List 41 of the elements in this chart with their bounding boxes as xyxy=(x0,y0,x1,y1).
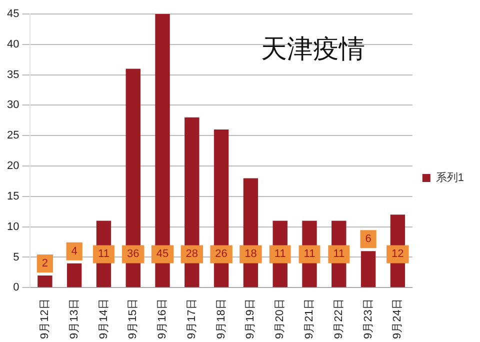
bar xyxy=(38,275,52,288)
y-tick-label: 0 xyxy=(13,282,20,294)
x-tick-label: 9月15日 xyxy=(127,298,140,340)
x-tick-label: 9月13日 xyxy=(68,298,80,340)
x-tick-label: 9月12日 xyxy=(38,298,51,340)
data-label: 36 xyxy=(126,248,140,260)
data-label: 26 xyxy=(215,248,228,260)
x-tick-label: 9月14日 xyxy=(98,298,110,340)
data-label: 2 xyxy=(42,258,48,270)
data-label: 11 xyxy=(274,248,286,260)
x-tick-label: 9月21日 xyxy=(304,298,316,340)
data-label: 6 xyxy=(365,233,372,246)
y-tick-label: 20 xyxy=(6,160,20,172)
data-label: 12 xyxy=(392,248,404,260)
y-tick-label: 25 xyxy=(6,130,20,142)
data-label: 18 xyxy=(244,248,257,260)
y-tick-label: 40 xyxy=(6,38,20,50)
y-tick-label: 30 xyxy=(6,99,20,112)
y-tick-label: 10 xyxy=(6,220,20,233)
bar xyxy=(360,251,376,288)
y-tick-label: 35 xyxy=(6,68,20,81)
data-label: 11 xyxy=(333,248,345,260)
bar xyxy=(66,263,82,288)
x-tick-label: 9月18日 xyxy=(215,298,228,340)
x-tick-label: 9月17日 xyxy=(186,298,198,340)
data-label: 11 xyxy=(304,248,316,260)
x-tick-label: 9月19日 xyxy=(244,298,257,340)
data-label: 4 xyxy=(71,245,78,258)
text: 天津疫情 xyxy=(261,34,366,64)
data-label: 28 xyxy=(186,248,198,260)
y-tick-label: 5 xyxy=(13,251,20,264)
x-tick-label: 9月16日 xyxy=(156,298,169,340)
x-tick-label: 9月22日 xyxy=(332,298,345,340)
data-label: 45 xyxy=(156,248,169,260)
y-tick-label: 45 xyxy=(6,8,20,20)
x-tick-label: 9月24日 xyxy=(392,298,404,340)
y-tick-label: 15 xyxy=(6,190,20,202)
x-tick-label: 9月20日 xyxy=(274,298,286,340)
legend-label: 系列1 xyxy=(436,171,464,184)
data-label: 11 xyxy=(98,248,110,260)
x-tick-label: 9月23日 xyxy=(362,298,374,340)
